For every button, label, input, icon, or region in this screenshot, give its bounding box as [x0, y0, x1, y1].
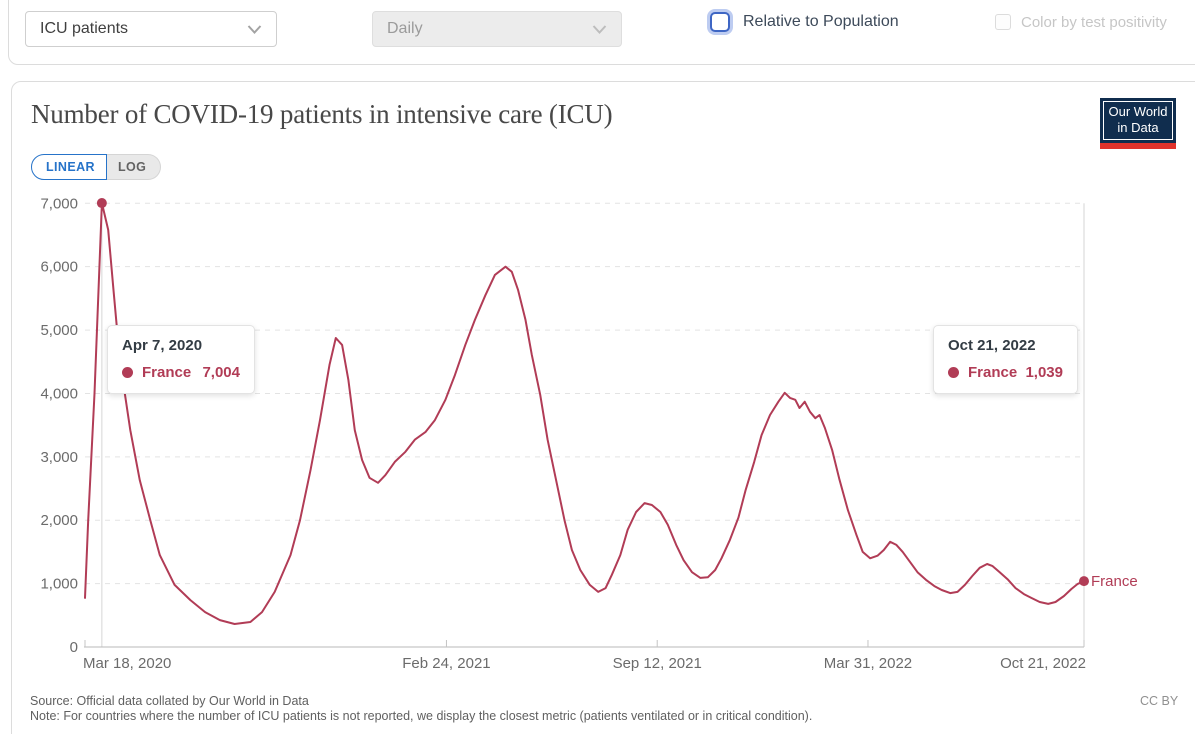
color-by-test-positivity-checkbox — [995, 14, 1011, 30]
x-axis-label: Sep 12, 2021 — [613, 655, 702, 672]
owid-logo-line2: in Data — [1117, 120, 1159, 135]
tooltip-date: Apr 7, 2020 — [122, 337, 203, 354]
relative-to-population-control: Relative to Population — [710, 10, 899, 34]
linear-scale-button[interactable]: LINEAR — [31, 154, 107, 180]
y-axis-label: 5,000 — [40, 322, 78, 339]
chevron-down-icon — [592, 24, 607, 34]
y-axis-label: 6,000 — [40, 259, 78, 276]
color-by-test-positivity-label: Color by test positivity — [1021, 13, 1167, 31]
relative-to-population-checkbox[interactable] — [710, 12, 730, 32]
series-end-label: France — [1091, 573, 1138, 590]
relative-to-population-label: Relative to Population — [743, 13, 899, 30]
log-scale-button[interactable]: LOG — [106, 154, 162, 180]
owid-logo[interactable]: Our World in Data — [1100, 98, 1176, 149]
series-dot-icon — [122, 367, 133, 378]
tooltip-series-name: France — [142, 364, 192, 381]
metric-dropdown[interactable]: ICU patients — [25, 11, 277, 47]
series-dot-icon — [948, 367, 959, 378]
y-axis-label: 2,000 — [40, 512, 78, 529]
x-axis-label: Oct 21, 2022 — [1000, 655, 1086, 672]
france-series-line — [84, 202, 1085, 625]
tooltip-apr-7-2020: Apr 7, 2020 France 7,004 — [107, 325, 255, 394]
tooltip-date: Oct 21, 2022 — [948, 337, 1036, 354]
owid-logo-line1: Our World — [1108, 104, 1168, 119]
chevron-down-icon — [247, 24, 262, 34]
tooltip-series-name: France — [968, 364, 1018, 381]
tooltip-value: 7,004 — [202, 364, 240, 381]
metric-dropdown-value: ICU patients — [40, 20, 129, 37]
y-axis-label: 1,000 — [40, 576, 78, 593]
x-axis-label: Mar 18, 2020 — [83, 655, 171, 672]
x-axis-label: Feb 24, 2021 — [402, 655, 490, 672]
interval-dropdown-value: Daily — [387, 20, 423, 37]
tooltip-value: 1,039 — [1025, 364, 1063, 381]
footer-source: Source: Official data collated by Our Wo… — [30, 694, 309, 708]
owid-logo-navy: Our World in Data — [1100, 98, 1176, 143]
footer-note: Note: For countries where the number of … — [30, 709, 813, 723]
owid-logo-frame: Our World in Data — [1103, 101, 1173, 140]
chart-panel — [11, 81, 1195, 734]
x-axis-label: Mar 31, 2022 — [824, 655, 912, 672]
data-point-marker — [96, 198, 107, 209]
y-axis-label: 4,000 — [40, 385, 78, 402]
license-badge[interactable]: CC BY — [1140, 694, 1179, 708]
scale-toggle: LINEAR LOG — [31, 154, 162, 180]
chart-title: Number of COVID-19 patients in intensive… — [31, 99, 613, 129]
y-axis-label: 0 — [70, 639, 78, 656]
tooltip-row: France 1,039 — [948, 364, 1063, 381]
interval-dropdown: Daily — [372, 11, 622, 47]
color-by-test-positivity-control: Color by test positivity — [995, 13, 1167, 31]
tooltip-oct-21-2022: Oct 21, 2022 France 1,039 — [933, 325, 1078, 394]
tooltip-row: France 7,004 — [122, 364, 240, 381]
data-point-marker — [1079, 576, 1089, 587]
y-axis-label: 7,000 — [40, 195, 78, 212]
owid-logo-red-bar — [1100, 143, 1176, 149]
y-axis-label: 3,000 — [40, 449, 78, 466]
